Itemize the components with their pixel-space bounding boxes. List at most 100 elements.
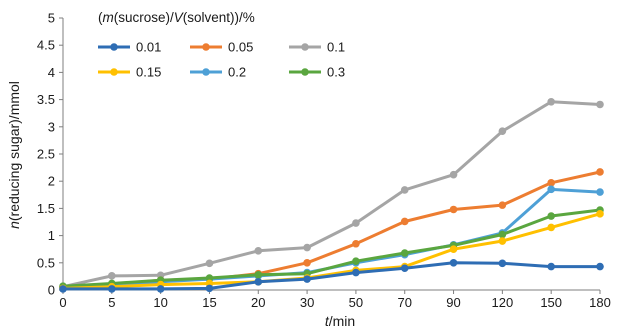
data-point xyxy=(205,284,214,293)
data-point xyxy=(254,278,263,286)
data-point xyxy=(108,285,116,293)
y-tick-label: 4 xyxy=(48,65,55,80)
data-point xyxy=(303,259,311,267)
x-tick-label: 150 xyxy=(540,295,562,310)
legend-item-0.1: 0.1 xyxy=(289,40,345,55)
legend-item-0.2: 0.2 xyxy=(190,65,246,80)
data-point xyxy=(449,205,458,214)
data-point xyxy=(498,237,507,245)
series-0.1 xyxy=(59,97,604,291)
legend-label: 0.01 xyxy=(136,40,161,55)
data-point xyxy=(400,186,409,194)
data-point xyxy=(449,259,458,267)
data-point xyxy=(596,262,604,271)
y-tick-label: 1 xyxy=(48,228,55,243)
legend-label: 0.05 xyxy=(228,40,253,55)
legend-item-0.15: 0.15 xyxy=(98,65,161,80)
series-line xyxy=(61,170,602,289)
data-point xyxy=(303,275,311,283)
data-point xyxy=(254,247,263,255)
series-line xyxy=(61,212,602,290)
y-tick-label: 1.5 xyxy=(37,201,55,216)
data-point xyxy=(498,259,507,268)
y-tick-label: 5 xyxy=(48,11,55,26)
legend-title: (m(sucrose)/V(solvent))/% xyxy=(98,10,255,25)
data-point xyxy=(547,212,555,220)
legend-label: 0.1 xyxy=(327,40,345,55)
data-point xyxy=(547,185,555,194)
data-point xyxy=(596,210,604,218)
legend-label: 0.2 xyxy=(228,65,246,80)
data-point xyxy=(498,127,507,135)
legend-label: 0.15 xyxy=(136,65,161,80)
series-layer xyxy=(59,97,604,293)
data-point xyxy=(400,217,409,226)
x-tick-label: 50 xyxy=(349,295,363,310)
legend-swatch-marker xyxy=(202,43,210,51)
y-tick-label: 2.5 xyxy=(37,147,55,162)
series-line xyxy=(61,208,602,288)
series-0.15 xyxy=(59,210,604,293)
x-tick-label: 20 xyxy=(251,295,265,310)
data-point xyxy=(205,274,214,282)
y-tick-label: 4.5 xyxy=(37,38,55,53)
data-point xyxy=(596,188,604,196)
y-tick-label: 2 xyxy=(48,174,55,189)
data-point xyxy=(498,230,507,239)
legend-item-0.01: 0.01 xyxy=(98,40,161,55)
data-point xyxy=(596,100,604,109)
x-tick-label: 0 xyxy=(59,295,66,310)
y-tick-label: 3.5 xyxy=(37,92,55,107)
x-tick-label: 10 xyxy=(153,295,167,310)
legend-swatch-marker xyxy=(301,68,309,76)
x-tick-label: 120 xyxy=(492,295,514,310)
data-point xyxy=(303,243,311,252)
x-axis-title: t/min xyxy=(325,313,355,329)
data-point xyxy=(547,97,555,106)
data-point xyxy=(547,223,555,232)
legend-item-0.3: 0.3 xyxy=(289,65,345,80)
series-line xyxy=(61,261,602,291)
series-0.05 xyxy=(59,168,604,292)
data-point xyxy=(352,268,360,277)
series-0.01 xyxy=(59,259,604,293)
legend-swatch-marker xyxy=(202,68,210,76)
series-line xyxy=(61,100,602,289)
legend-swatch-marker xyxy=(110,68,118,76)
y-axis-title: n(reducing sugar)/mmol xyxy=(6,81,22,229)
legend-label: 0.3 xyxy=(327,65,345,80)
data-point xyxy=(156,285,165,293)
legend-swatch-marker xyxy=(110,43,118,51)
x-tick-label: 30 xyxy=(300,295,314,310)
legend-swatch-marker xyxy=(301,43,309,51)
x-tick-label: 15 xyxy=(202,295,216,310)
data-point xyxy=(400,264,409,273)
x-tick-label: 5 xyxy=(108,295,115,310)
data-point xyxy=(449,170,458,179)
data-point xyxy=(352,239,360,248)
data-point xyxy=(498,201,507,209)
data-point xyxy=(596,168,604,176)
data-point xyxy=(59,285,67,293)
legend: (m(sucrose)/V(solvent))/% 0.01 0.05 0.1 0.1… xyxy=(98,10,345,80)
y-tick-label: 0 xyxy=(48,283,55,298)
series-line xyxy=(61,187,602,289)
x-tick-label: 180 xyxy=(589,295,611,310)
data-point xyxy=(449,245,458,253)
axes: 00.511.522.533.544.550 5 10 15 20 30 50 70 90 120… xyxy=(37,11,611,311)
data-point xyxy=(352,219,360,227)
y-tick-label: 3 xyxy=(48,119,55,134)
x-tick-label: 70 xyxy=(397,295,411,310)
y-tick-label: 0.5 xyxy=(37,255,55,270)
x-tick-label: 90 xyxy=(446,295,460,310)
legend-item-0.05: 0.05 xyxy=(190,40,253,55)
data-point xyxy=(547,262,555,271)
series-0.3 xyxy=(59,206,604,290)
data-point xyxy=(352,257,360,265)
data-point xyxy=(547,179,555,187)
data-point xyxy=(254,270,263,279)
data-point xyxy=(108,272,116,280)
data-point xyxy=(205,259,214,268)
data-point xyxy=(400,249,409,257)
